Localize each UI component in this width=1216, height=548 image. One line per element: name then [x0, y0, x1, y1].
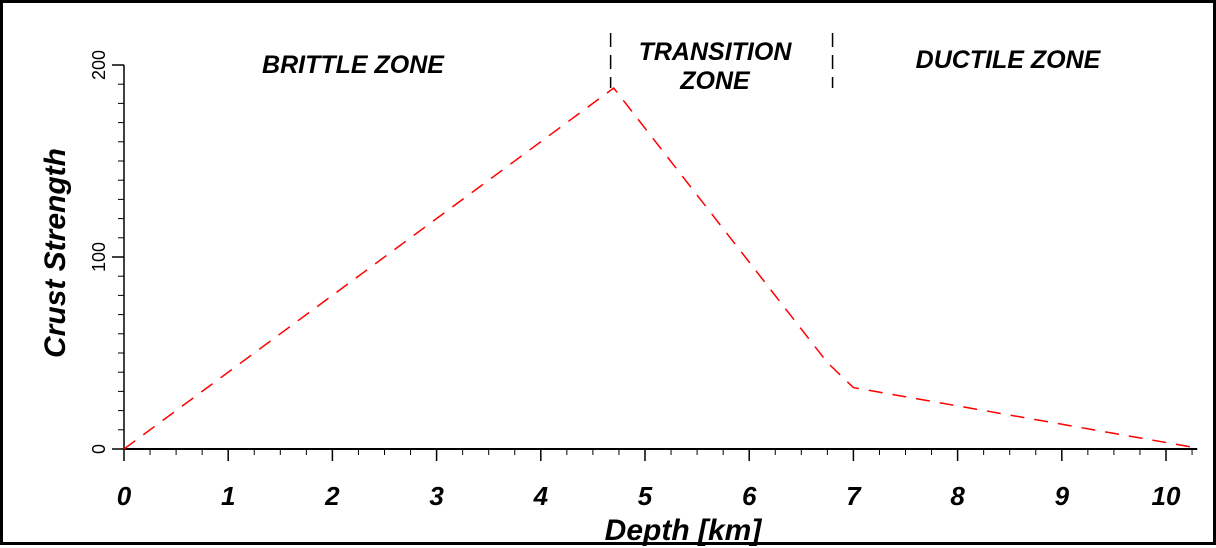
series-line [123, 86, 1193, 450]
x-tick-label: 10 [1152, 481, 1181, 511]
y-tick-label: 200 [89, 50, 109, 80]
x-tick-label: 7 [846, 481, 862, 511]
x-tick-label: 2 [324, 481, 340, 511]
x-tick-label: 8 [950, 481, 965, 511]
x-tick-label: 1 [221, 481, 235, 511]
series-marks [123, 86, 1193, 450]
x-tick-label: 6 [742, 481, 757, 511]
x-tick-label: 5 [638, 481, 653, 511]
y-axis-title: Crust Strength [39, 148, 72, 358]
zone-label: DUCTILE ZONE [916, 46, 1102, 74]
y-tick-label: 100 [89, 242, 109, 272]
zone-label: ZONE [679, 67, 751, 95]
x-axis-title: Depth [km] [605, 514, 763, 547]
zone-label: TRANSITION [639, 38, 793, 66]
x-tick-label: 0 [117, 481, 132, 511]
x-tick-label: 4 [533, 481, 549, 511]
x-tick-label: 3 [429, 481, 444, 511]
y-tick-label: 0 [89, 444, 109, 454]
zone-label: BRITTLE ZONE [262, 51, 445, 79]
x-tick-label: 9 [1055, 481, 1070, 511]
